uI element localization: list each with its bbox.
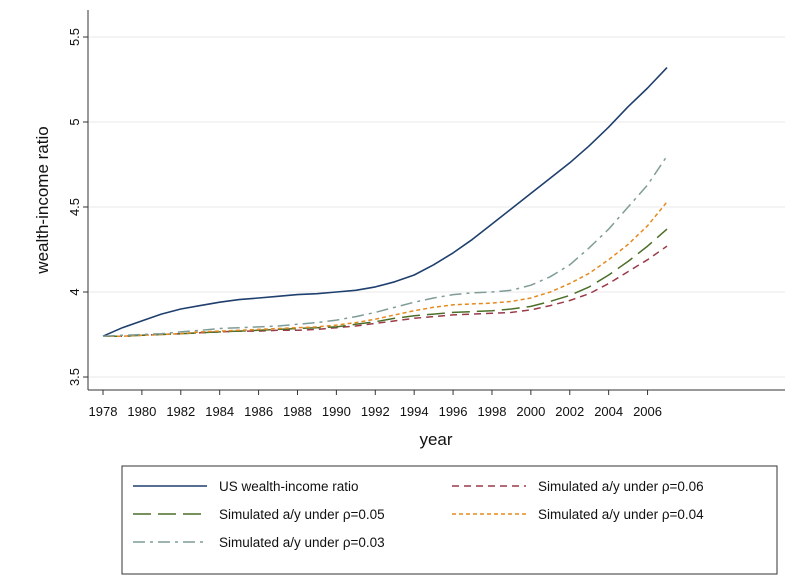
series-line xyxy=(103,228,668,337)
y-tick-label: 3.5 xyxy=(67,368,82,386)
y-tick-label: 4.5 xyxy=(67,198,82,216)
x-tick-label: 2000 xyxy=(516,404,545,419)
series-line xyxy=(103,201,668,337)
x-tick-label: 1980 xyxy=(127,404,156,419)
x-tick-label: 1996 xyxy=(439,404,468,419)
x-tick-label: 2004 xyxy=(594,404,623,419)
x-axis-title: year xyxy=(419,430,452,449)
legend-label: Simulated a/y under ρ=0.06 xyxy=(538,479,704,494)
series-line xyxy=(102,155,668,337)
legend-label: Simulated a/y under ρ=0.04 xyxy=(538,507,704,522)
y-tick-label: 4 xyxy=(67,288,82,295)
y-axis-title: wealth-income ratio xyxy=(33,126,52,274)
axes-layer: 3.5 4 4.5 5 5.5 1978 1980 1982 1984 1986 1988 1990 1… xyxy=(67,10,785,419)
series-layer xyxy=(102,67,668,337)
x-tick-label: 1992 xyxy=(361,404,390,419)
legend-label: US wealth-income ratio xyxy=(219,479,359,494)
series-line xyxy=(103,245,668,337)
x-tick-label: 1994 xyxy=(400,404,429,419)
series-line xyxy=(102,67,668,337)
legend-box xyxy=(121,465,778,575)
x-tick-label: 1990 xyxy=(322,404,351,419)
x-tick-label: 1984 xyxy=(205,404,234,419)
x-tick-label: 2006 xyxy=(633,404,662,419)
x-tick-label: 1978 xyxy=(89,404,118,419)
x-tick-label: 1982 xyxy=(166,404,195,419)
y-tick-label: 5.5 xyxy=(67,28,82,46)
x-tick-label: 1988 xyxy=(283,404,312,419)
y-tick-label: 5 xyxy=(67,118,82,125)
grid-layer xyxy=(88,36,785,378)
x-tick-label: 1998 xyxy=(478,404,507,419)
legend-label: Simulated a/y under ρ=0.03 xyxy=(219,535,385,550)
legend-label: Simulated a/y under ρ=0.05 xyxy=(219,507,385,522)
x-tick-label: 2002 xyxy=(555,404,584,419)
x-tick-label: 1986 xyxy=(244,404,273,419)
legend: US wealth-income ratio Simulated a/y unde… xyxy=(121,465,778,575)
